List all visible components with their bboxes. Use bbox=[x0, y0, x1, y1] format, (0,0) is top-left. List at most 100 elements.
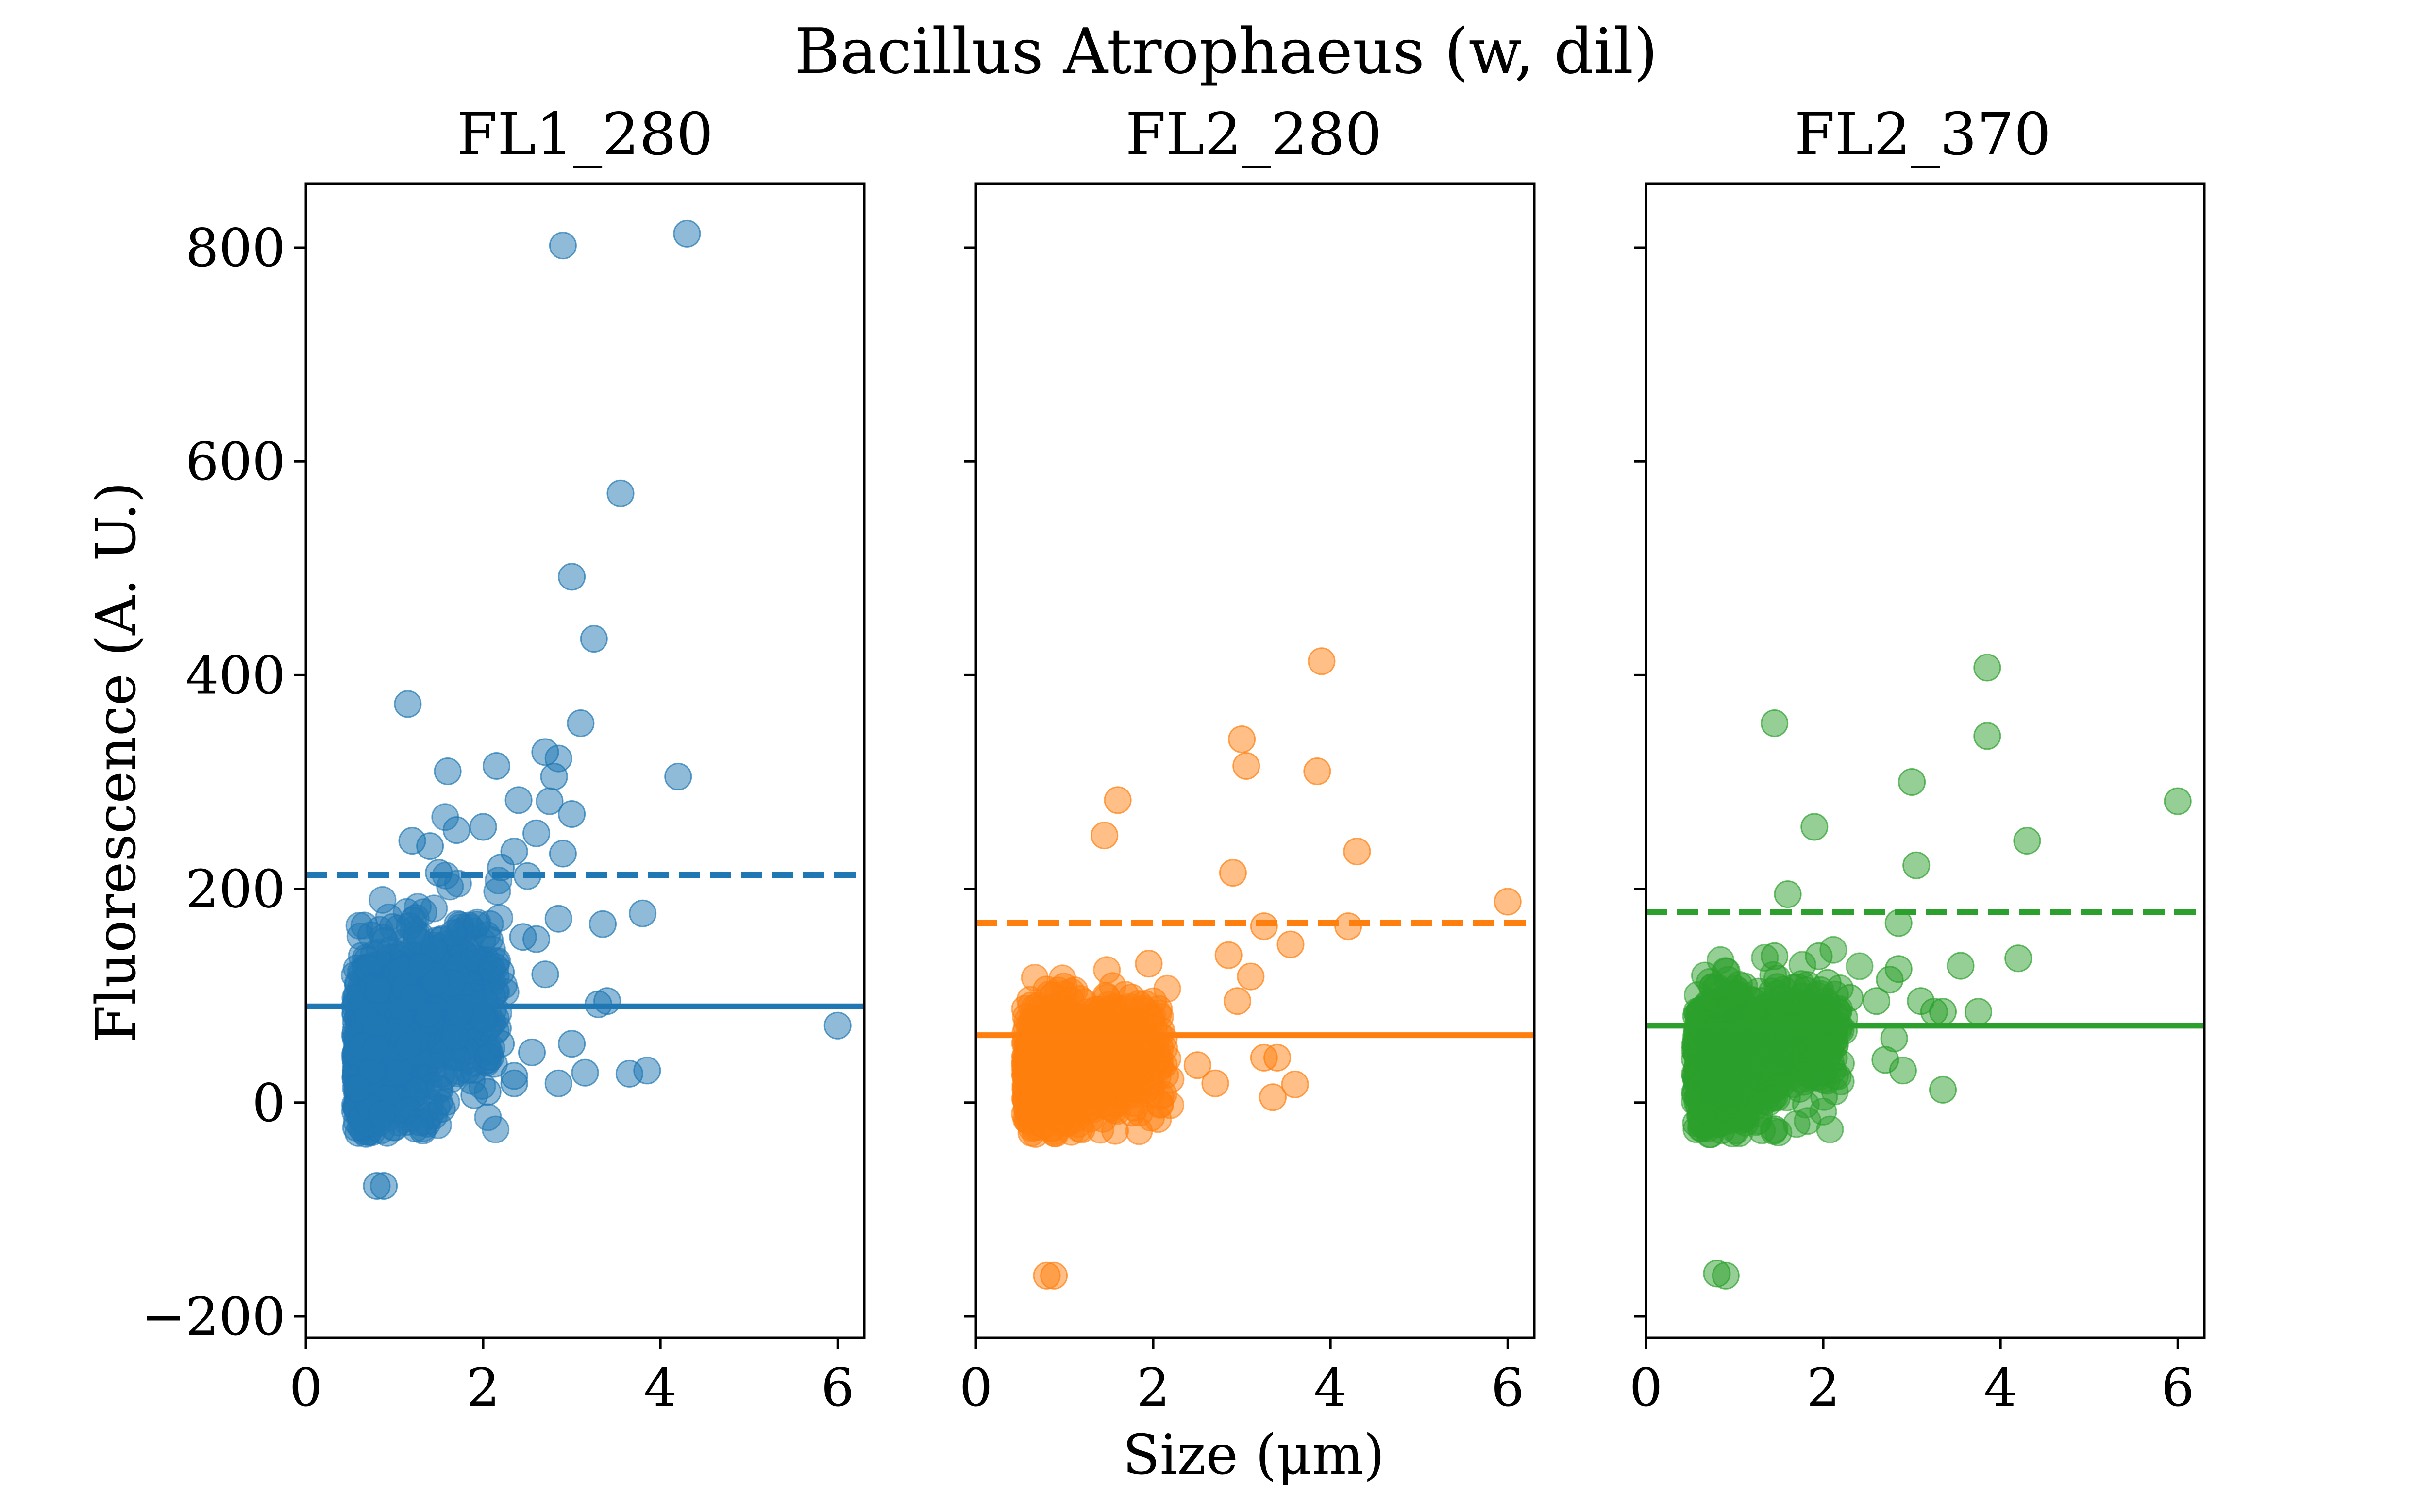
x-axis-label: Size (μm) bbox=[1123, 1424, 1385, 1487]
scatter-point bbox=[1761, 1115, 1789, 1143]
scatter-point bbox=[344, 1075, 371, 1103]
scatter-point bbox=[1813, 1067, 1841, 1095]
scatter-point bbox=[483, 752, 510, 780]
scatter-point bbox=[482, 1115, 510, 1143]
scatter-point bbox=[540, 763, 568, 790]
axes-frame bbox=[1645, 182, 2206, 1339]
scatter-point bbox=[589, 910, 617, 938]
x-tick-label: 6 bbox=[1491, 1358, 1525, 1418]
scatter-point bbox=[1696, 1037, 1724, 1065]
scatter-point bbox=[385, 1058, 413, 1086]
scatter-point bbox=[673, 219, 701, 248]
scatter-point bbox=[536, 787, 564, 815]
scatter-point bbox=[370, 1172, 398, 1200]
scatter-point bbox=[1228, 725, 1256, 753]
scatter-point bbox=[1747, 987, 1775, 1015]
scatter-point bbox=[1143, 1045, 1171, 1073]
scatter-point bbox=[1250, 912, 1278, 941]
scatter-point bbox=[434, 757, 462, 785]
scatter-point bbox=[518, 1038, 546, 1066]
scatter-point bbox=[1721, 982, 1748, 1010]
scatter-point bbox=[1224, 987, 1251, 1015]
scatter-point bbox=[558, 563, 586, 591]
scatter-point bbox=[544, 1069, 572, 1097]
y-tick-label: 200 bbox=[185, 859, 285, 920]
scatter-point bbox=[1091, 822, 1119, 850]
y-tick-label: 800 bbox=[185, 218, 285, 279]
x-tick-label: 0 bbox=[289, 1358, 323, 1418]
scatter-point bbox=[2013, 827, 2041, 855]
scatter-point bbox=[1775, 1042, 1803, 1071]
y-axis-label: Fluorescence (A. U.) bbox=[85, 482, 148, 1042]
scatter-point bbox=[558, 800, 586, 828]
scatter-point bbox=[394, 690, 422, 718]
scatter-point bbox=[522, 819, 551, 847]
x-tick-label: 4 bbox=[1984, 1358, 2017, 1418]
scatter-point bbox=[409, 898, 437, 926]
chart-title: Bacillus Atrophaeus (w, dil) bbox=[794, 16, 1658, 88]
panel-fl2-280: FL2_280 0 2 4 6 bbox=[959, 101, 1536, 1418]
scatter-point bbox=[1929, 998, 1957, 1026]
scatter-point bbox=[1079, 1031, 1108, 1059]
panel-title-fl2-280: FL2_280 bbox=[1125, 101, 1382, 168]
scatter-point bbox=[1846, 952, 1874, 980]
scatter-point bbox=[1085, 1004, 1113, 1032]
scatter-point bbox=[1814, 969, 1842, 997]
scatter-point bbox=[1730, 1105, 1758, 1133]
scatter-point bbox=[446, 998, 474, 1026]
scatter-point bbox=[1794, 1107, 1822, 1135]
axes-frame bbox=[974, 182, 1536, 1339]
x-tick-label: 6 bbox=[821, 1358, 855, 1418]
x-tick-label: 4 bbox=[1314, 1358, 1347, 1418]
scatter-point bbox=[504, 786, 533, 814]
scatter-point bbox=[1057, 986, 1085, 1014]
panel-fl2-370: FL2_370 0 2 4 6 bbox=[1629, 101, 2206, 1418]
scatter-point bbox=[487, 958, 515, 986]
scatter-point bbox=[428, 1095, 456, 1123]
scatter-point bbox=[571, 1058, 599, 1087]
scatter-point bbox=[369, 886, 397, 914]
scatter-point bbox=[470, 1005, 498, 1033]
scatter-point bbox=[1259, 1083, 1287, 1111]
scatter-point bbox=[469, 813, 497, 841]
plot-area bbox=[1681, 654, 2192, 1290]
scatter-point bbox=[580, 625, 608, 653]
scatter-point bbox=[460, 1081, 488, 1109]
scatter-point bbox=[1276, 930, 1305, 958]
scatter-point bbox=[1774, 880, 1802, 908]
scatter-point bbox=[1308, 647, 1336, 675]
scatter-point bbox=[1183, 1051, 1211, 1079]
y-tick-label: −200 bbox=[141, 1287, 285, 1347]
scatter-point bbox=[401, 1114, 429, 1142]
x-tick-label: 2 bbox=[1137, 1358, 1170, 1418]
x-tick-label: 4 bbox=[644, 1358, 677, 1418]
scatter-point bbox=[1033, 1087, 1061, 1114]
scatter-point bbox=[1104, 786, 1132, 814]
scatter-point bbox=[1263, 1043, 1292, 1072]
scatter-point bbox=[1147, 1082, 1175, 1110]
scatter-point bbox=[1334, 912, 1362, 941]
scatter-point bbox=[1017, 991, 1045, 1020]
scatter-point bbox=[1902, 851, 1931, 879]
axes-frame bbox=[304, 182, 866, 1339]
scatter-point bbox=[629, 899, 657, 927]
scatter-point bbox=[364, 976, 392, 1005]
scatter-point bbox=[1135, 950, 1163, 978]
scatter-point bbox=[1040, 1261, 1068, 1290]
scatter-point bbox=[544, 905, 572, 933]
x-tick-label: 0 bbox=[1629, 1358, 1663, 1418]
scatter-point bbox=[500, 1062, 528, 1090]
y-tick-label: 400 bbox=[185, 645, 285, 706]
scatter-point bbox=[1761, 942, 1789, 970]
scatter-point bbox=[1836, 984, 1864, 1012]
scatter-point bbox=[416, 832, 444, 860]
scatter-point bbox=[522, 925, 551, 953]
scatter-point bbox=[1494, 888, 1522, 916]
scatter-point bbox=[487, 1030, 515, 1058]
scatter-point bbox=[2164, 787, 2192, 815]
scatter-point bbox=[1070, 1067, 1097, 1095]
scatter-point bbox=[606, 479, 635, 507]
y-tick-label: 600 bbox=[185, 432, 285, 492]
scatter-point bbox=[549, 840, 577, 868]
scatter-point bbox=[593, 987, 621, 1015]
